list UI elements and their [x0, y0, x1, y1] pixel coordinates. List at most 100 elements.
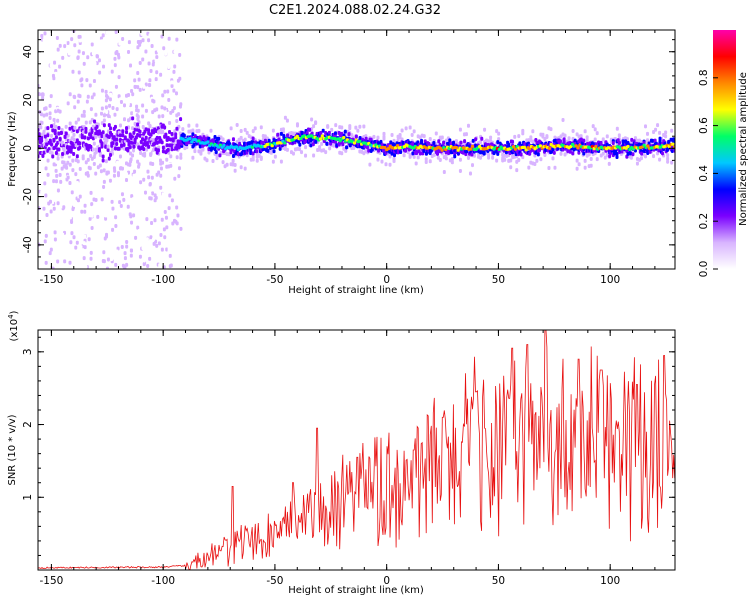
spectrogram-cell	[90, 42, 94, 47]
spectrogram-cell	[571, 151, 575, 156]
spectrogram-cell	[399, 150, 403, 155]
spectrogram-cell	[137, 229, 141, 234]
spectrogram-cell	[432, 152, 436, 157]
spectrogram-cell	[102, 123, 106, 128]
spectrogram-cell	[101, 130, 105, 135]
spectrogram-cell	[144, 82, 148, 87]
spectrogram-cell	[117, 55, 121, 60]
spectrogram-cell	[52, 117, 56, 122]
spectrogram-cell	[168, 253, 172, 258]
spectrogram-cell	[168, 106, 172, 111]
spectrogram-cell	[118, 200, 122, 205]
snr-y-tick-label: 3	[22, 348, 34, 355]
spectrogram-cell	[56, 140, 60, 145]
spectrogram-cell	[329, 141, 333, 146]
spectrogram-cell	[635, 161, 639, 166]
spectrogram-cell	[82, 185, 86, 190]
spectrogram-cell	[104, 105, 108, 110]
spectrogram-cell	[243, 137, 247, 142]
spectrogram-cell	[513, 134, 517, 139]
spectrogram-cell	[86, 94, 90, 99]
spectrogram-cell	[222, 143, 226, 147]
spectrogram-cell	[325, 141, 329, 146]
spectrogram-cell	[126, 204, 130, 209]
spectrogram-cell	[601, 151, 605, 156]
spectrogram-cell	[73, 95, 77, 100]
spectrogram-cell	[173, 176, 177, 181]
spectrogram-cell	[82, 104, 86, 109]
spectrogram-cell	[40, 92, 44, 97]
spectrogram-cell	[177, 174, 181, 179]
spectrogram-cell	[71, 184, 75, 189]
spectrogram-cell	[167, 98, 171, 103]
spectrogram-cell	[46, 126, 50, 131]
spectrogram-cell	[147, 165, 151, 170]
spectrogram-cell	[176, 213, 180, 218]
spectrogram-cell	[159, 233, 163, 238]
spectrogram-cell	[89, 256, 93, 261]
spectrogram-cell	[63, 41, 67, 46]
spectrogram-cell	[123, 251, 127, 256]
spectrogram-cell	[166, 89, 170, 94]
spectrogram-x-tick-label: 100	[600, 274, 620, 286]
spectrogram-cell	[348, 126, 352, 131]
spectrogram-cell	[414, 161, 418, 166]
spectrogram-cell	[85, 87, 89, 92]
spectrogram-cell	[145, 147, 149, 152]
spectrogram-cell	[658, 157, 662, 162]
spectrogram-cell	[63, 134, 67, 139]
spectrogram-cell	[585, 135, 589, 140]
spectrogram-cell	[81, 130, 85, 135]
spectrogram-cell	[512, 144, 516, 149]
spectrogram-cell	[121, 54, 125, 59]
spectrogram-cell	[74, 143, 78, 148]
spectrogram-cell	[605, 134, 609, 139]
spectrogram-cell	[243, 142, 247, 147]
spectrogram-cell	[52, 258, 56, 263]
spectrogram-cell	[170, 198, 174, 203]
spectrogram-cell	[466, 155, 470, 160]
spectrogram-cell	[99, 39, 103, 44]
spectrogram-cell	[53, 263, 57, 268]
spectrogram-cell	[147, 175, 151, 180]
spectrogram-cell	[171, 164, 175, 169]
spectrogram-cell	[615, 152, 619, 157]
spectrogram-cell	[53, 131, 57, 136]
spectrogram-cell	[388, 162, 392, 167]
spectrogram-cell	[100, 175, 104, 180]
snr-y-axis-label: SNR (10 * v/v)	[7, 414, 18, 485]
spectrogram-cell	[511, 139, 515, 144]
spectrogram-cell	[132, 207, 136, 212]
spectrogram-cell	[121, 150, 125, 155]
spectrogram-cell	[626, 151, 630, 156]
spectrogram-cell	[382, 131, 386, 136]
spectrogram-cell	[404, 126, 408, 131]
spectrogram-cell	[42, 157, 46, 162]
spectrogram-cell	[133, 84, 137, 89]
spectrogram-cell	[55, 77, 59, 82]
spectrogram-cell	[168, 130, 172, 135]
spectrogram-cell	[49, 94, 53, 99]
spectrogram-cell	[358, 124, 362, 129]
spectrogram-cell	[166, 147, 170, 152]
spectrogram-cell	[607, 161, 611, 166]
spectrogram-cell	[83, 135, 87, 140]
spectrogram-cell	[113, 112, 117, 117]
snr-panel: -150 -100 -50 0 50 100 1 2 3 Height of straight …	[7, 310, 676, 596]
spectrogram-cell	[94, 197, 98, 202]
spectrogram-cell	[396, 150, 400, 155]
spectrogram-cell	[106, 257, 110, 262]
spectrogram-cell	[56, 259, 60, 264]
spectrogram-cell	[179, 117, 183, 122]
spectrogram-cell	[589, 163, 593, 168]
spectrogram-cell	[55, 159, 59, 164]
spectrogram-cell	[105, 266, 109, 269]
spectrogram-cell	[470, 152, 474, 157]
spectrogram-cell	[44, 193, 48, 198]
spectrogram-cell	[575, 166, 579, 171]
spectrogram-cell	[91, 147, 95, 152]
spectrogram-cell	[102, 136, 106, 141]
spectrogram-cell	[161, 149, 165, 154]
spectrogram-cell	[250, 145, 255, 149]
colorbar-label: Normalized spectral amplitude	[738, 72, 749, 226]
